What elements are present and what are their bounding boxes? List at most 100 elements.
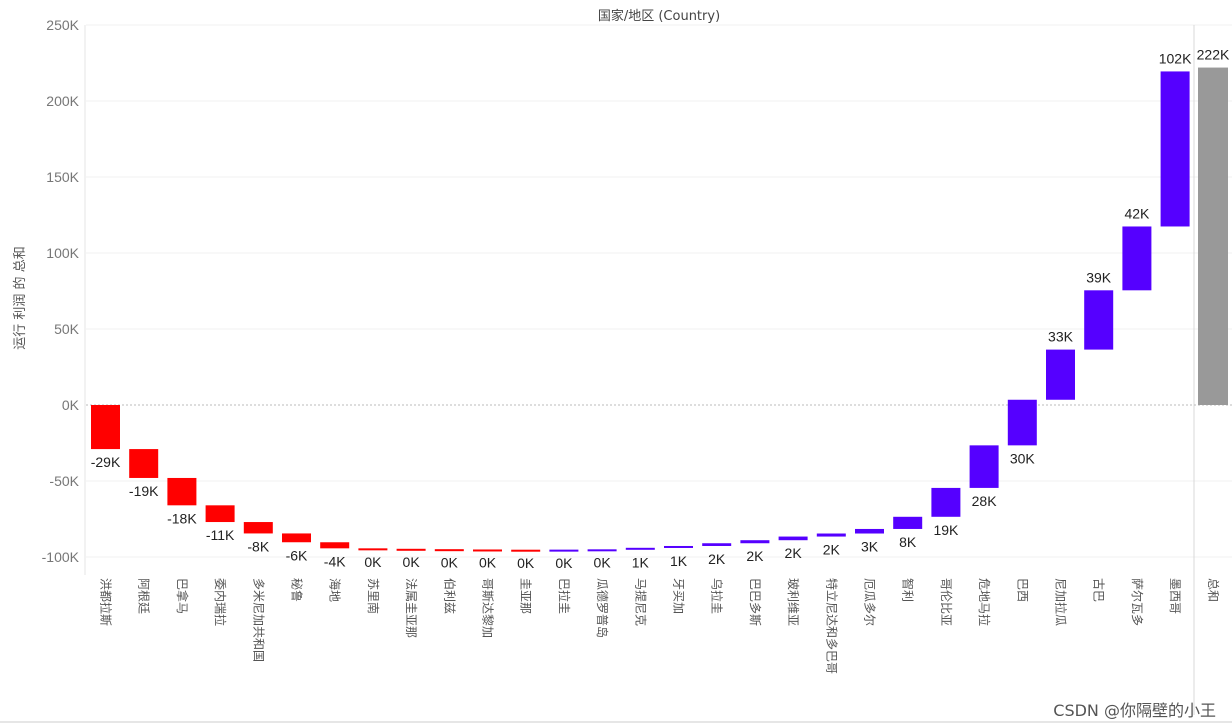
- category-label-text: 哥伦比亚: [939, 578, 954, 626]
- category-label: 尼加拉瓜: [1054, 578, 1069, 626]
- waterfall-bar: [893, 516, 923, 529]
- data-label: 28K: [972, 493, 998, 509]
- category-label-text: 墨西哥: [1168, 578, 1182, 614]
- data-label: 0K: [517, 555, 535, 571]
- data-label: -29K: [91, 454, 121, 470]
- y-tick-label: 250K: [46, 17, 79, 33]
- data-label: -18K: [167, 510, 197, 526]
- category-label: 秘鲁: [290, 578, 304, 602]
- category-label: 多米尼加共和国: [251, 578, 265, 662]
- waterfall-bar: [243, 522, 273, 534]
- data-label: 2K: [746, 548, 764, 564]
- category-label: 墨西哥: [1168, 578, 1182, 614]
- data-label: 39K: [1086, 269, 1112, 285]
- data-label: 19K: [933, 522, 959, 538]
- category-label: 阿根廷: [137, 578, 151, 614]
- category-label-text: 委内瑞拉: [213, 578, 228, 626]
- category-label-text: 秘鲁: [290, 578, 304, 602]
- category-label-text: 哥斯达黎加: [481, 578, 495, 638]
- waterfall-bar: [473, 549, 502, 552]
- waterfall-bar: [587, 549, 617, 552]
- category-label: 圭亚那: [519, 578, 533, 614]
- waterfall-bar: [931, 487, 961, 517]
- data-label: 2K: [708, 551, 726, 567]
- category-label-text: 牙买加: [672, 578, 686, 614]
- waterfall-bar: [1122, 226, 1152, 291]
- category-label: 洪都拉斯: [99, 578, 114, 626]
- waterfall-bar: [1084, 290, 1114, 350]
- category-label-text: 马提尼克: [633, 578, 648, 626]
- category-label-text: 智利: [901, 578, 916, 602]
- category-label-text: 多米尼加共和国: [251, 578, 265, 662]
- category-label: 瓜德罗普岛: [595, 578, 610, 638]
- waterfall-bar: [205, 505, 235, 523]
- y-tick-label: 100K: [46, 245, 79, 261]
- data-label: 3K: [861, 539, 879, 555]
- category-label-text: 巴拉圭: [557, 578, 572, 614]
- category-label-text: 阿根廷: [137, 578, 151, 614]
- y-tick-label: 200K: [46, 93, 79, 109]
- category-label: 哥伦比亚: [939, 578, 954, 626]
- data-label: 0K: [479, 555, 497, 571]
- category-label-text: 瓜德罗普岛: [595, 578, 610, 638]
- category-label-text: 古巴: [1092, 578, 1107, 602]
- category-label: 马提尼克: [633, 578, 648, 626]
- y-tick-label: -100K: [42, 549, 80, 565]
- category-label-text: 厄瓜多尔: [863, 578, 878, 626]
- category-label: 巴拿马: [175, 578, 190, 614]
- data-label: 0K: [403, 554, 421, 570]
- waterfall-bar: [664, 545, 693, 548]
- y-tick-label: 150K: [46, 169, 79, 185]
- data-label: 42K: [1124, 205, 1150, 221]
- waterfall-bar: [855, 528, 884, 534]
- total-bar: [1198, 67, 1228, 405]
- category-label-text: 巴巴多斯: [748, 578, 762, 626]
- category-label-text: 玻利维亚: [786, 578, 800, 626]
- y-tick-label: 50K: [54, 321, 80, 337]
- waterfall-bar: [969, 445, 999, 488]
- waterfall-bar: [1007, 399, 1037, 446]
- data-label: -11K: [206, 527, 235, 543]
- waterfall-bar: [282, 533, 311, 543]
- data-label: 102K: [1159, 50, 1192, 66]
- waterfall-bar: [167, 477, 197, 506]
- category-label-text: 苏里南: [366, 578, 381, 614]
- data-label: 2K: [785, 545, 803, 561]
- category-label: 智利: [901, 578, 916, 602]
- category-label-text: 圭亚那: [519, 578, 533, 614]
- data-label: 0K: [364, 554, 382, 570]
- category-label: 总和: [1206, 578, 1220, 602]
- category-label-text: 总和: [1206, 578, 1220, 602]
- bars-layer: [91, 67, 1228, 552]
- gridlines: [86, 24, 1232, 558]
- category-label: 古巴: [1092, 578, 1107, 602]
- category-label: 玻利维亚: [786, 578, 800, 626]
- waterfall-bar: [625, 547, 655, 550]
- data-label: -6K: [286, 547, 308, 563]
- category-label-text: 巴拿马: [175, 578, 190, 614]
- category-label-text: 特立尼达和多巴哥: [824, 578, 839, 674]
- waterfall-bar: [320, 542, 350, 549]
- category-label: 哥斯达黎加: [481, 578, 495, 638]
- data-label: 1K: [632, 554, 650, 570]
- category-label-text: 法属圭亚那: [404, 578, 418, 638]
- y-axis-title: 运行 利润 的 总和: [12, 246, 28, 349]
- waterfall-bar: [740, 540, 770, 544]
- data-label: 8K: [899, 534, 917, 550]
- data-label: 0K: [594, 555, 612, 571]
- category-label: 巴拉圭: [557, 578, 572, 614]
- category-label-text: 危地马拉: [977, 578, 992, 626]
- category-label: 厄瓜多尔: [863, 578, 878, 626]
- waterfall-bar: [358, 548, 388, 551]
- data-labels-layer: -29K -19K -18K -11K -8K -6K -4K 0K 0K 0K 0K 0K 0K 0K 1…: [91, 47, 1230, 571]
- data-label: 2K: [823, 542, 841, 558]
- category-label: 乌拉圭: [710, 578, 725, 614]
- waterfall-bar: [816, 533, 846, 537]
- category-label: 萨尔瓦多: [1130, 578, 1145, 626]
- category-label-text: 巴西: [1015, 578, 1029, 602]
- category-label-text: 尼加拉瓜: [1054, 578, 1069, 626]
- category-label-text: 伯利兹: [442, 578, 457, 614]
- category-label: 苏里南: [366, 578, 381, 614]
- waterfall-bar: [511, 549, 541, 552]
